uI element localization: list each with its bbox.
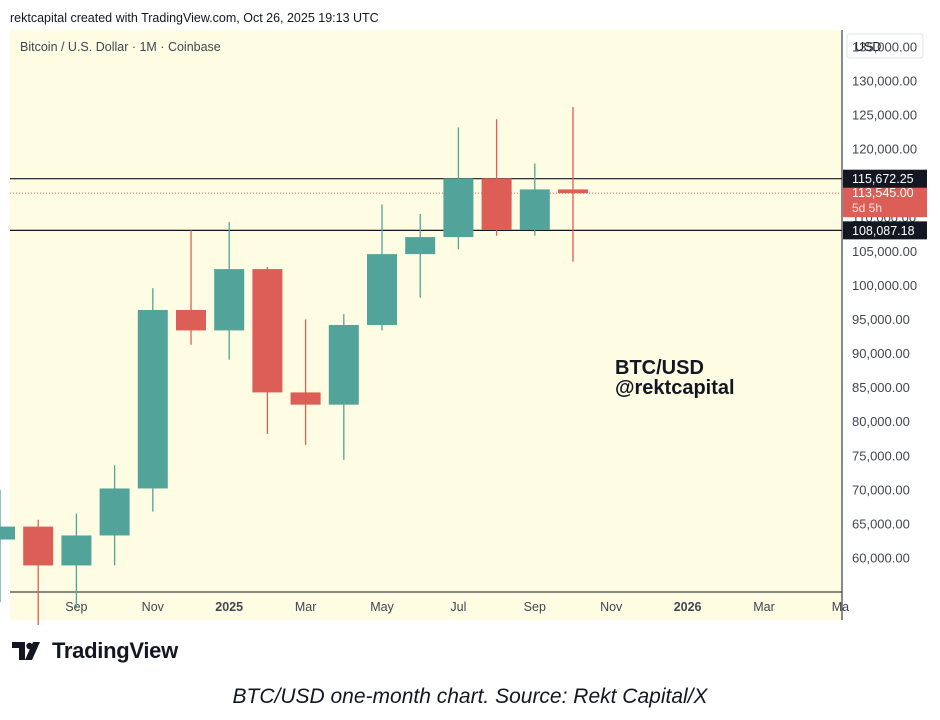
candle-body xyxy=(290,392,321,405)
candle-body xyxy=(481,178,512,230)
x-tick-label: Ma xyxy=(832,600,849,614)
candlestick-chart[interactable]: Bitcoin / U.S. Dollar · 1M · Coinbase US… xyxy=(0,0,940,625)
last-price-label: 113,545.00 xyxy=(852,186,914,200)
level-price-badge xyxy=(843,221,927,240)
y-tick-label: 90,000.00 xyxy=(852,346,910,361)
x-tick-label: Sep xyxy=(524,600,546,614)
candle-body xyxy=(137,309,168,489)
x-tick-label: Jul xyxy=(450,600,466,614)
candle-body xyxy=(443,178,474,238)
countdown-label: 5d 5h xyxy=(852,201,882,215)
y-tick-label: 95,000.00 xyxy=(852,312,910,327)
plot-background xyxy=(10,30,842,592)
y-tick-label: 130,000.00 xyxy=(852,74,917,89)
y-tick-label: 135,000.00 xyxy=(852,40,917,55)
price-axis-background xyxy=(842,30,932,620)
y-tick-label: 60,000.00 xyxy=(852,550,910,565)
y-tick-label: 125,000.00 xyxy=(852,108,917,123)
x-tick-label: 2026 xyxy=(674,600,702,614)
y-tick-label: 70,000.00 xyxy=(852,482,910,497)
candle-body xyxy=(519,189,550,230)
x-tick-label: 2025 xyxy=(215,600,243,614)
x-tick-label: Nov xyxy=(142,600,165,614)
chart-title: Bitcoin / U.S. Dollar · 1M · Coinbase xyxy=(20,40,221,54)
candle-body xyxy=(176,309,206,331)
y-tick-label: 100,000.00 xyxy=(852,278,917,293)
y-tick-label: 105,000.00 xyxy=(852,244,917,259)
x-tick-label: Nov xyxy=(600,600,623,614)
candle-body xyxy=(99,488,130,536)
chart-attribution: rektcapital created with TradingView.com… xyxy=(10,11,379,25)
y-tick-label: 85,000.00 xyxy=(852,380,910,395)
candle-body xyxy=(61,535,92,566)
time-axis-background xyxy=(10,592,842,620)
level-price-label: 115,672.25 xyxy=(852,172,914,186)
tradingview-logo-text: TradingView xyxy=(52,638,178,663)
level-price-label: 108,087.18 xyxy=(852,224,915,238)
candle-body xyxy=(558,189,588,194)
x-tick-label: Mar xyxy=(753,600,775,614)
candle-body xyxy=(328,324,359,405)
y-tick-label: 65,000.00 xyxy=(852,516,910,531)
currency-label: USD xyxy=(855,40,881,54)
candle-body xyxy=(367,254,397,325)
currency-button[interactable] xyxy=(846,33,924,59)
candle-body xyxy=(23,526,54,566)
x-tick-label: Mar xyxy=(295,600,317,614)
watermark-line-1: BTC/USD xyxy=(615,357,704,379)
y-tick-label: 120,000.00 xyxy=(852,142,917,157)
candle-body xyxy=(405,237,436,255)
candle-body xyxy=(252,269,283,393)
candle-body xyxy=(0,526,15,540)
y-tick-label: 80,000.00 xyxy=(852,414,910,429)
y-tick-label: 75,000.00 xyxy=(852,448,910,463)
candle-body xyxy=(214,269,245,331)
x-tick-label: May xyxy=(370,600,394,614)
last-price-badge xyxy=(843,183,927,218)
watermark-line-2: @rektcapital xyxy=(615,377,735,399)
figure-caption: BTC/USD one-month chart. Source: Rekt Ca… xyxy=(232,685,708,708)
tradingview-logo-icon xyxy=(12,642,40,660)
level-price-badge xyxy=(843,169,927,188)
tradingview-logo: TradingView xyxy=(12,638,178,664)
